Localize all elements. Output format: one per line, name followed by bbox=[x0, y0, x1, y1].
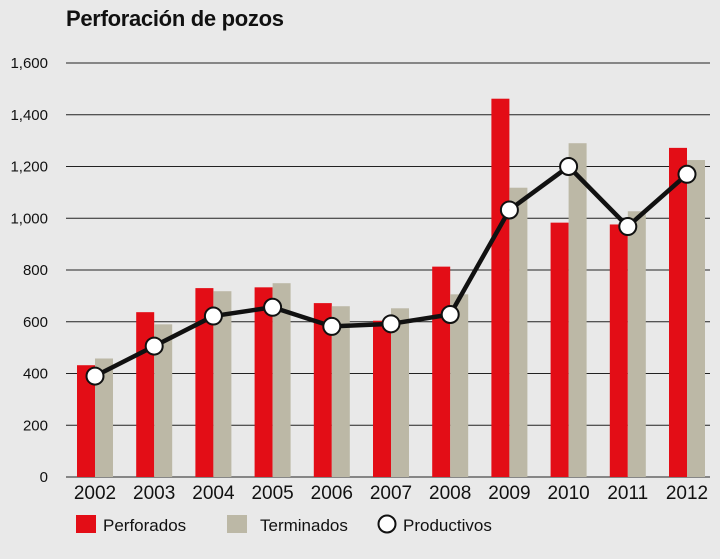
x-tick-label: 2005 bbox=[251, 483, 293, 504]
point-productivos bbox=[381, 314, 401, 334]
legend-swatch-terminados bbox=[227, 515, 247, 533]
legend-label-terminados: Terminados bbox=[260, 516, 348, 535]
legend-label-productivos: Productivos bbox=[403, 516, 492, 535]
bars bbox=[77, 98, 705, 478]
point-productivos bbox=[440, 305, 460, 325]
legend-swatch-perforados bbox=[76, 515, 96, 533]
y-tick-label: 1,200 bbox=[10, 159, 48, 176]
x-tick-label: 2004 bbox=[192, 483, 235, 504]
bar-perforados bbox=[373, 320, 391, 477]
bar-perforados bbox=[254, 287, 273, 477]
y-axis-ticks: 0 200 400 600 800 1,000 1,200 1,400 1,600 bbox=[10, 55, 48, 486]
x-tick-label: 2009 bbox=[488, 483, 530, 504]
bar-terminados bbox=[272, 283, 291, 477]
bar-terminados bbox=[627, 211, 646, 478]
y-tick-label: 600 bbox=[23, 314, 48, 331]
point-productivos bbox=[559, 157, 579, 176]
y-tick-label: 1,000 bbox=[10, 210, 48, 227]
bar-terminados bbox=[213, 291, 232, 477]
bar-terminados bbox=[568, 143, 587, 477]
legend: Perforados Terminados Productivos bbox=[76, 514, 492, 535]
y-tick-label: 400 bbox=[23, 366, 48, 383]
x-tick-label: 2012 bbox=[666, 483, 708, 504]
x-axis-ticks: 2002 2003 2004 2005 2006 2007 2008 2009 2010 2011… bbox=[74, 483, 708, 504]
point-productivos bbox=[618, 217, 638, 237]
x-tick-label: 2002 bbox=[74, 483, 116, 504]
x-tick-label: 2007 bbox=[370, 483, 412, 504]
bar-perforados bbox=[550, 222, 569, 477]
x-tick-label: 2011 bbox=[607, 483, 648, 504]
bar-perforados bbox=[313, 303, 332, 477]
x-tick-label: 2010 bbox=[547, 483, 589, 504]
point-productivos bbox=[85, 366, 105, 386]
y-tick-label: 1,400 bbox=[10, 107, 48, 124]
x-tick-label: 2006 bbox=[311, 483, 353, 504]
productivos-line bbox=[85, 157, 697, 386]
bar-perforados bbox=[669, 147, 687, 477]
bar-perforados bbox=[491, 98, 510, 478]
bar-perforados bbox=[609, 224, 628, 477]
bar-perforados bbox=[432, 266, 451, 477]
point-productivos bbox=[263, 297, 283, 317]
x-tick-label: 2008 bbox=[429, 483, 471, 504]
legend-label-perforados: Perforados bbox=[103, 516, 186, 535]
bar-terminados bbox=[95, 358, 113, 477]
y-tick-label: 800 bbox=[23, 262, 48, 279]
y-tick-label: 200 bbox=[23, 417, 48, 434]
point-productivos bbox=[322, 316, 342, 336]
chart-title: Perforación de pozos bbox=[66, 6, 284, 31]
point-productivos bbox=[499, 200, 519, 220]
point-productivos bbox=[203, 306, 223, 326]
legend-marker-productivos bbox=[377, 514, 397, 534]
point-productivos bbox=[677, 164, 697, 184]
bar-terminados bbox=[391, 308, 409, 477]
y-tick-label: 1,600 bbox=[10, 55, 48, 72]
bar-terminados bbox=[450, 294, 469, 477]
bar-terminados bbox=[687, 160, 705, 477]
bar-terminados bbox=[509, 187, 528, 477]
bar-perforados bbox=[136, 312, 155, 477]
y-tick-label: 0 bbox=[40, 469, 48, 486]
bar-terminados bbox=[331, 306, 350, 477]
point-productivos bbox=[144, 336, 164, 356]
bar-perforados bbox=[77, 365, 95, 477]
bar-terminados bbox=[154, 324, 173, 477]
x-tick-label: 2003 bbox=[133, 483, 175, 504]
bar-perforados bbox=[195, 288, 214, 477]
